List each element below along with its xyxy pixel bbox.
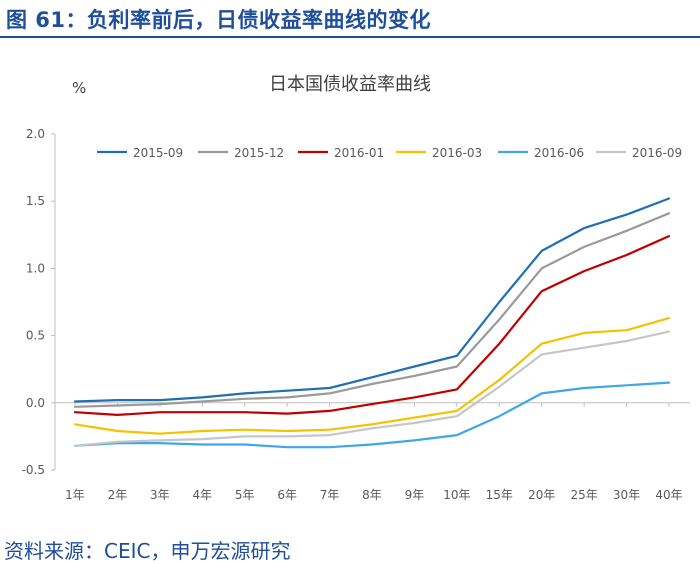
yield-curve-chart: 日本国债收益率曲线 % 2.0 1.5 1.0 0.5 0.0 -0.5 1年 2年 3年 4年 5… bbox=[22, 74, 690, 502]
x-tick-label: 25年 bbox=[571, 488, 598, 502]
x-tick-label: 7年 bbox=[320, 488, 340, 502]
x-tick-label: 20年 bbox=[528, 488, 555, 502]
series-line-2015-09 bbox=[73, 197, 671, 403]
y-tick-label: 1.0 bbox=[26, 261, 45, 275]
legend-label-2015-09: 2015-09 bbox=[133, 146, 183, 160]
x-tick-label: 15年 bbox=[486, 488, 513, 502]
x-tick-label: 40年 bbox=[655, 488, 682, 502]
series-line-2016-01 bbox=[73, 235, 671, 416]
x-tick-label: 4年 bbox=[192, 488, 212, 502]
x-tick-label: 6年 bbox=[277, 488, 297, 502]
x-tick-label: 2年 bbox=[108, 488, 128, 502]
series-line-2016-06 bbox=[73, 381, 671, 449]
chart-title: 日本国债收益率曲线 bbox=[269, 74, 431, 95]
x-tick-label: 1年 bbox=[65, 488, 85, 502]
legend: 2015-09 2015-12 2016-01 2016-03 2016-06 2016-… bbox=[97, 146, 682, 160]
series-line-2016-03 bbox=[73, 317, 671, 435]
x-tick-label: 3年 bbox=[150, 488, 170, 502]
legend-label-2015-12: 2015-12 bbox=[234, 146, 284, 160]
x-tick-label: 30年 bbox=[613, 488, 640, 502]
series-lines bbox=[73, 197, 671, 449]
x-tick-label: 5年 bbox=[235, 488, 255, 502]
figure-title: 图 61：负利率前后，日债收益率曲线的变化 bbox=[6, 8, 432, 32]
y-tick-label: 1.5 bbox=[26, 194, 45, 208]
legend-label-2016-01: 2016-01 bbox=[334, 146, 384, 160]
y-axis-unit-label: % bbox=[72, 79, 86, 97]
x-tick-label: 9年 bbox=[405, 488, 425, 502]
axes: 2.0 1.5 1.0 0.5 0.0 -0.5 1年 2年 3年 4年 5年 6年 7年 8年 9年 10年… bbox=[22, 127, 690, 502]
title-divider bbox=[0, 36, 700, 38]
y-tick-label: 2.0 bbox=[26, 127, 45, 141]
y-tick-label: -0.5 bbox=[22, 463, 45, 477]
series-line-2015-12 bbox=[73, 212, 671, 408]
y-tick-label: 0.5 bbox=[26, 329, 45, 343]
legend-label-2016-09: 2016-09 bbox=[632, 146, 682, 160]
legend-label-2016-03: 2016-03 bbox=[432, 146, 482, 160]
y-tick-label: 0.0 bbox=[26, 396, 45, 410]
source-note: 资料来源：CEIC，申万宏源研究 bbox=[4, 539, 291, 563]
x-tick-label: 10年 bbox=[443, 488, 470, 502]
legend-label-2016-06: 2016-06 bbox=[534, 146, 584, 160]
series-line-2016-09 bbox=[73, 330, 671, 447]
x-tick-label: 8年 bbox=[362, 488, 382, 502]
